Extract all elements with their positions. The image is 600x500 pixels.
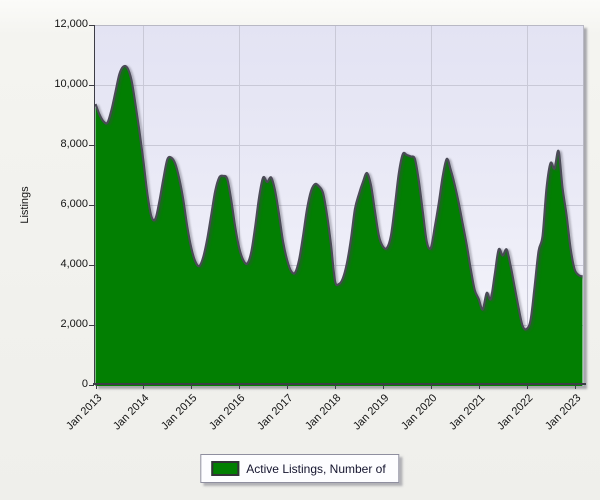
- y-tick-mark: [89, 85, 94, 86]
- y-tick-label: 12,000: [30, 18, 88, 30]
- x-tick-mark: [191, 385, 192, 389]
- x-tick-mark: [575, 385, 576, 389]
- x-tick-mark: [431, 385, 432, 389]
- y-tick-label: 8,000: [30, 138, 88, 150]
- x-tick-mark: [479, 385, 480, 389]
- x-tick-mark: [239, 385, 240, 389]
- x-tick-mark: [383, 385, 384, 389]
- y-tick-label: 2,000: [30, 318, 88, 330]
- chart-canvas: Listings 12,00010,0008,0006,0004,0002,00…: [0, 0, 600, 500]
- y-tick-mark: [89, 265, 94, 266]
- x-tick-mark: [335, 385, 336, 389]
- y-tick-mark: [89, 385, 94, 386]
- y-tick-label: 4,000: [30, 258, 88, 270]
- plot-area: [95, 25, 584, 386]
- y-tick-label: 0: [30, 378, 88, 390]
- y-tick-mark: [89, 205, 94, 206]
- x-tick-mark: [96, 385, 97, 389]
- x-tick-mark: [143, 385, 144, 389]
- legend-box: Active Listings, Number of: [200, 454, 399, 483]
- y-tick-label: 6,000: [30, 198, 88, 210]
- y-axis-line: [94, 25, 95, 385]
- y-tick-mark: [89, 325, 94, 326]
- x-tick-mark: [287, 385, 288, 389]
- y-tick-mark: [89, 145, 94, 146]
- x-tick-mark: [527, 385, 528, 389]
- legend-swatch-icon: [211, 461, 239, 476]
- y-tick-label: 10,000: [30, 78, 88, 90]
- active-listings-area-series: [95, 26, 583, 386]
- y-tick-mark: [89, 25, 94, 26]
- area-fill: [96, 66, 583, 386]
- x-axis-line: [93, 383, 586, 385]
- legend-label: Active Listings, Number of: [246, 462, 385, 476]
